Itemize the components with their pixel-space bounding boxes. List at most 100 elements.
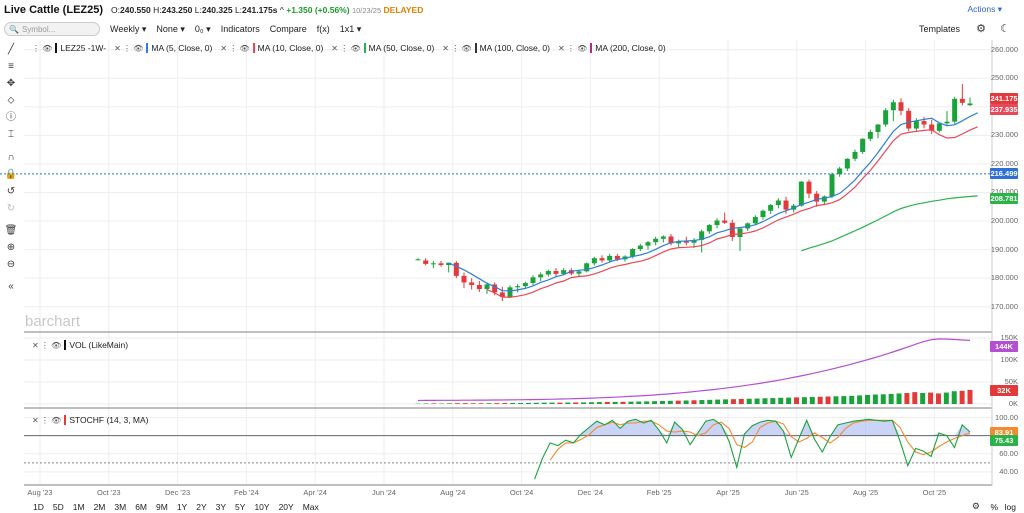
volume-axis-label: 100K — [1000, 355, 1018, 364]
settings-gear-icon[interactable]: ⚙ — [971, 501, 980, 511]
candle-body — [538, 274, 544, 278]
volume-bar — [912, 392, 918, 404]
compare-button[interactable]: Compare — [269, 24, 307, 34]
function-button[interactable]: f(x) — [316, 24, 330, 34]
range-button-10y[interactable]: 10Y — [254, 501, 270, 512]
layout-dropdown[interactable]: 1x1 ▾ — [339, 23, 362, 34]
time-axis-label: Aug '23 — [27, 488, 53, 497]
fibonacci-tool-icon[interactable]: ≡ — [8, 61, 14, 72]
info-tool-icon[interactable]: ⓘ — [6, 112, 16, 123]
volume-bar — [707, 399, 713, 404]
remove-x-icon[interactable]: ✕ ⋮ 👁 — [331, 43, 361, 53]
range-button-max[interactable]: Max — [302, 501, 319, 512]
redo-icon[interactable]: ↻ — [6, 203, 16, 214]
visibility-eye-icon[interactable]: ⋮ 👁 — [32, 43, 53, 53]
range-button-5d[interactable]: 5D — [52, 501, 64, 512]
trendline-tool-icon[interactable]: ╱ — [7, 44, 15, 55]
remove-x-icon[interactable]: ✕ ⋮ 👁 — [32, 415, 62, 425]
candle-body — [660, 236, 666, 239]
price-axis-label: 220.000 — [990, 158, 1018, 168]
settings-gear-icon[interactable]: ⚙ — [976, 23, 986, 35]
candle-body — [553, 271, 559, 274]
volume-bar — [872, 394, 878, 404]
candle-body — [706, 225, 712, 232]
collapse-chevrons-icon[interactable]: « — [8, 281, 14, 292]
templates-button[interactable]: Templates — [918, 24, 960, 34]
volume-axis-label: 0K — [1008, 399, 1018, 408]
indicators-button[interactable]: Indicators — [220, 24, 260, 34]
remove-x-icon[interactable]: ✕ ⋮ 👁 — [557, 43, 588, 53]
range-button-3y[interactable]: 3Y — [215, 501, 227, 512]
symbol-search[interactable]: 🔍 Symbol... — [4, 22, 100, 36]
candle-body — [415, 259, 421, 261]
candle-body — [522, 283, 528, 287]
volume-bar — [628, 401, 634, 404]
remove-x-icon[interactable]: ✕ ⋮ 👁 — [442, 43, 472, 53]
candle-body — [668, 236, 674, 244]
volume-bar — [959, 390, 965, 404]
volume-tag: 32K — [990, 385, 1018, 396]
range-button-9m[interactable]: 9M — [156, 501, 168, 512]
candle-body — [430, 263, 436, 265]
volume-bar — [557, 402, 563, 404]
volume-bar — [659, 401, 665, 404]
zoom-out-icon[interactable]: ⊖ — [6, 259, 16, 270]
volume-bar — [588, 402, 594, 404]
lock-icon[interactable]: 🔒 — [4, 169, 18, 180]
magnet-icon[interactable]: ∩ — [7, 152, 15, 163]
remove-x-icon[interactable]: ✕ ⋮ 👁 — [114, 43, 144, 53]
volume-bar — [880, 394, 886, 404]
actions-menu[interactable]: Actions ▾ — [967, 4, 1002, 14]
period-dropdown[interactable]: Weekly ▾ — [110, 23, 147, 34]
volume-bar — [636, 401, 642, 404]
range-button-20y[interactable]: 20Y — [278, 501, 294, 512]
volume-bar — [825, 396, 831, 404]
candle-body — [591, 258, 597, 264]
candle-body — [752, 217, 758, 224]
range-button-2y[interactable]: 2Y — [196, 501, 207, 512]
trash-icon[interactable]: 🗑 — [4, 225, 18, 236]
range-button-1y[interactable]: 1Y — [176, 501, 188, 512]
volume-bar — [715, 399, 721, 404]
shape-tool-icon[interactable]: ⬦ — [7, 95, 15, 106]
volume-bar — [612, 401, 618, 404]
delayed-badge: DELAYED — [383, 4, 424, 15]
log-toggle[interactable]: log — [1004, 502, 1016, 512]
time-axis-label: Oct '25 — [922, 488, 947, 497]
instrument-title[interactable]: Live Cattle (LEZ25) — [4, 3, 104, 16]
volume-bar — [723, 399, 729, 404]
measure-tool-icon[interactable]: ⌶ — [8, 129, 14, 140]
chart-type-dropdown[interactable]: 0₀ ▾ — [194, 23, 211, 34]
candle-body — [507, 287, 513, 298]
remove-x-icon[interactable]: ✕ ⋮ 👁 — [220, 43, 250, 53]
candle-body — [760, 210, 766, 218]
candle-body — [630, 249, 636, 257]
volume-bar — [565, 402, 571, 404]
volume-bar — [454, 403, 460, 404]
volume-bar — [794, 397, 800, 404]
range-button-1m[interactable]: 1M — [72, 501, 85, 512]
price-axis-label: 190.000 — [990, 244, 1018, 254]
zoom-in-icon[interactable]: ⊕ — [6, 242, 16, 253]
remove-x-icon[interactable]: ✕ ⋮ 👁 — [32, 340, 62, 350]
ohlc-quote: O:240.550 H:243.250 L:240.325 L:241.175s… — [111, 4, 424, 15]
time-axis-label: Jun '24 — [372, 488, 396, 497]
range-button-6m[interactable]: 6M — [135, 501, 147, 512]
volume-ma-tag: 144K — [990, 341, 1018, 352]
candle-body — [936, 123, 942, 131]
candle-body — [775, 200, 781, 206]
volume-bar — [920, 393, 926, 404]
move-tool-icon[interactable]: ✥ — [6, 78, 16, 89]
volume-bar — [928, 392, 934, 404]
range-button-5y[interactable]: 5Y — [235, 501, 246, 512]
quote-header: Live Cattle (LEZ25) O:240.550 H:243.250 … — [0, 0, 1024, 19]
percent-toggle[interactable]: % — [990, 502, 998, 512]
undo-icon[interactable]: ↺ — [6, 186, 16, 197]
overlay-dropdown[interactable]: None ▾ — [156, 23, 185, 34]
range-button-2m[interactable]: 2M — [93, 501, 106, 512]
range-button-1d[interactable]: 1D — [33, 501, 44, 512]
dark-mode-moon-icon[interactable]: ☾ — [1000, 23, 1010, 35]
volume-axis-label: 150K — [1000, 333, 1018, 342]
range-button-3m[interactable]: 3M — [114, 501, 127, 512]
